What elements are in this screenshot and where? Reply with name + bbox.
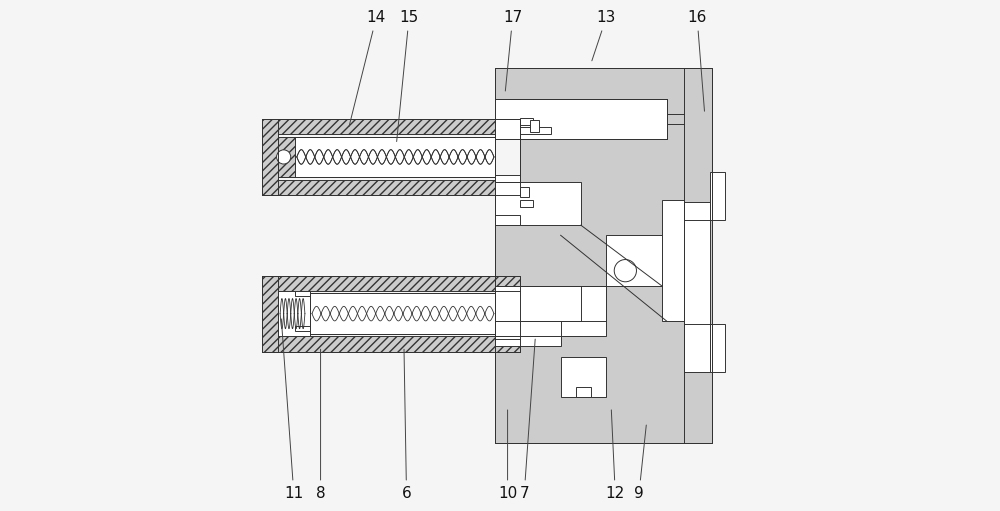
Bar xyxy=(495,286,606,321)
Polygon shape xyxy=(495,182,520,195)
Bar xyxy=(310,293,495,334)
Text: 8: 8 xyxy=(316,349,325,501)
Text: 14: 14 xyxy=(349,10,386,126)
Polygon shape xyxy=(295,291,310,296)
Polygon shape xyxy=(495,215,520,225)
Bar xyxy=(561,357,606,397)
Bar xyxy=(662,200,684,321)
Polygon shape xyxy=(262,180,495,195)
Polygon shape xyxy=(262,119,278,195)
Bar xyxy=(262,276,495,352)
Polygon shape xyxy=(262,276,495,291)
Bar xyxy=(278,137,495,177)
Text: 13: 13 xyxy=(592,10,616,61)
Bar xyxy=(684,202,710,371)
Text: 7: 7 xyxy=(519,339,535,501)
Bar xyxy=(710,324,725,371)
Text: 16: 16 xyxy=(687,10,707,111)
Bar xyxy=(520,187,529,197)
Bar xyxy=(278,291,310,336)
Polygon shape xyxy=(278,137,295,177)
Polygon shape xyxy=(561,286,606,336)
Bar xyxy=(262,119,495,195)
Bar xyxy=(262,119,495,195)
Text: 9: 9 xyxy=(634,425,646,501)
Polygon shape xyxy=(495,321,581,336)
Polygon shape xyxy=(495,68,712,443)
Polygon shape xyxy=(295,137,495,177)
Bar xyxy=(530,120,539,132)
Bar xyxy=(520,200,533,207)
Text: 10: 10 xyxy=(498,410,517,501)
Text: 17: 17 xyxy=(503,10,522,91)
Bar xyxy=(495,99,667,140)
Text: 11: 11 xyxy=(281,319,303,501)
Polygon shape xyxy=(295,326,310,331)
Bar xyxy=(495,182,581,225)
Text: 12: 12 xyxy=(606,410,625,501)
Bar xyxy=(520,118,533,125)
Polygon shape xyxy=(310,293,495,334)
Polygon shape xyxy=(262,119,495,134)
Text: 15: 15 xyxy=(397,10,419,142)
Polygon shape xyxy=(576,387,591,397)
Bar xyxy=(495,276,520,352)
Bar xyxy=(710,172,725,220)
Circle shape xyxy=(614,260,636,282)
Polygon shape xyxy=(262,336,495,352)
Bar xyxy=(520,127,551,134)
Text: 6: 6 xyxy=(402,349,411,501)
Circle shape xyxy=(277,150,291,164)
Polygon shape xyxy=(495,119,520,132)
Bar xyxy=(262,276,495,352)
Bar xyxy=(278,137,495,177)
Polygon shape xyxy=(495,339,520,352)
Polygon shape xyxy=(495,276,520,291)
Bar xyxy=(495,119,520,195)
Polygon shape xyxy=(262,276,278,352)
Bar xyxy=(310,293,495,334)
Polygon shape xyxy=(495,175,520,182)
Polygon shape xyxy=(581,235,662,286)
Polygon shape xyxy=(495,336,561,346)
